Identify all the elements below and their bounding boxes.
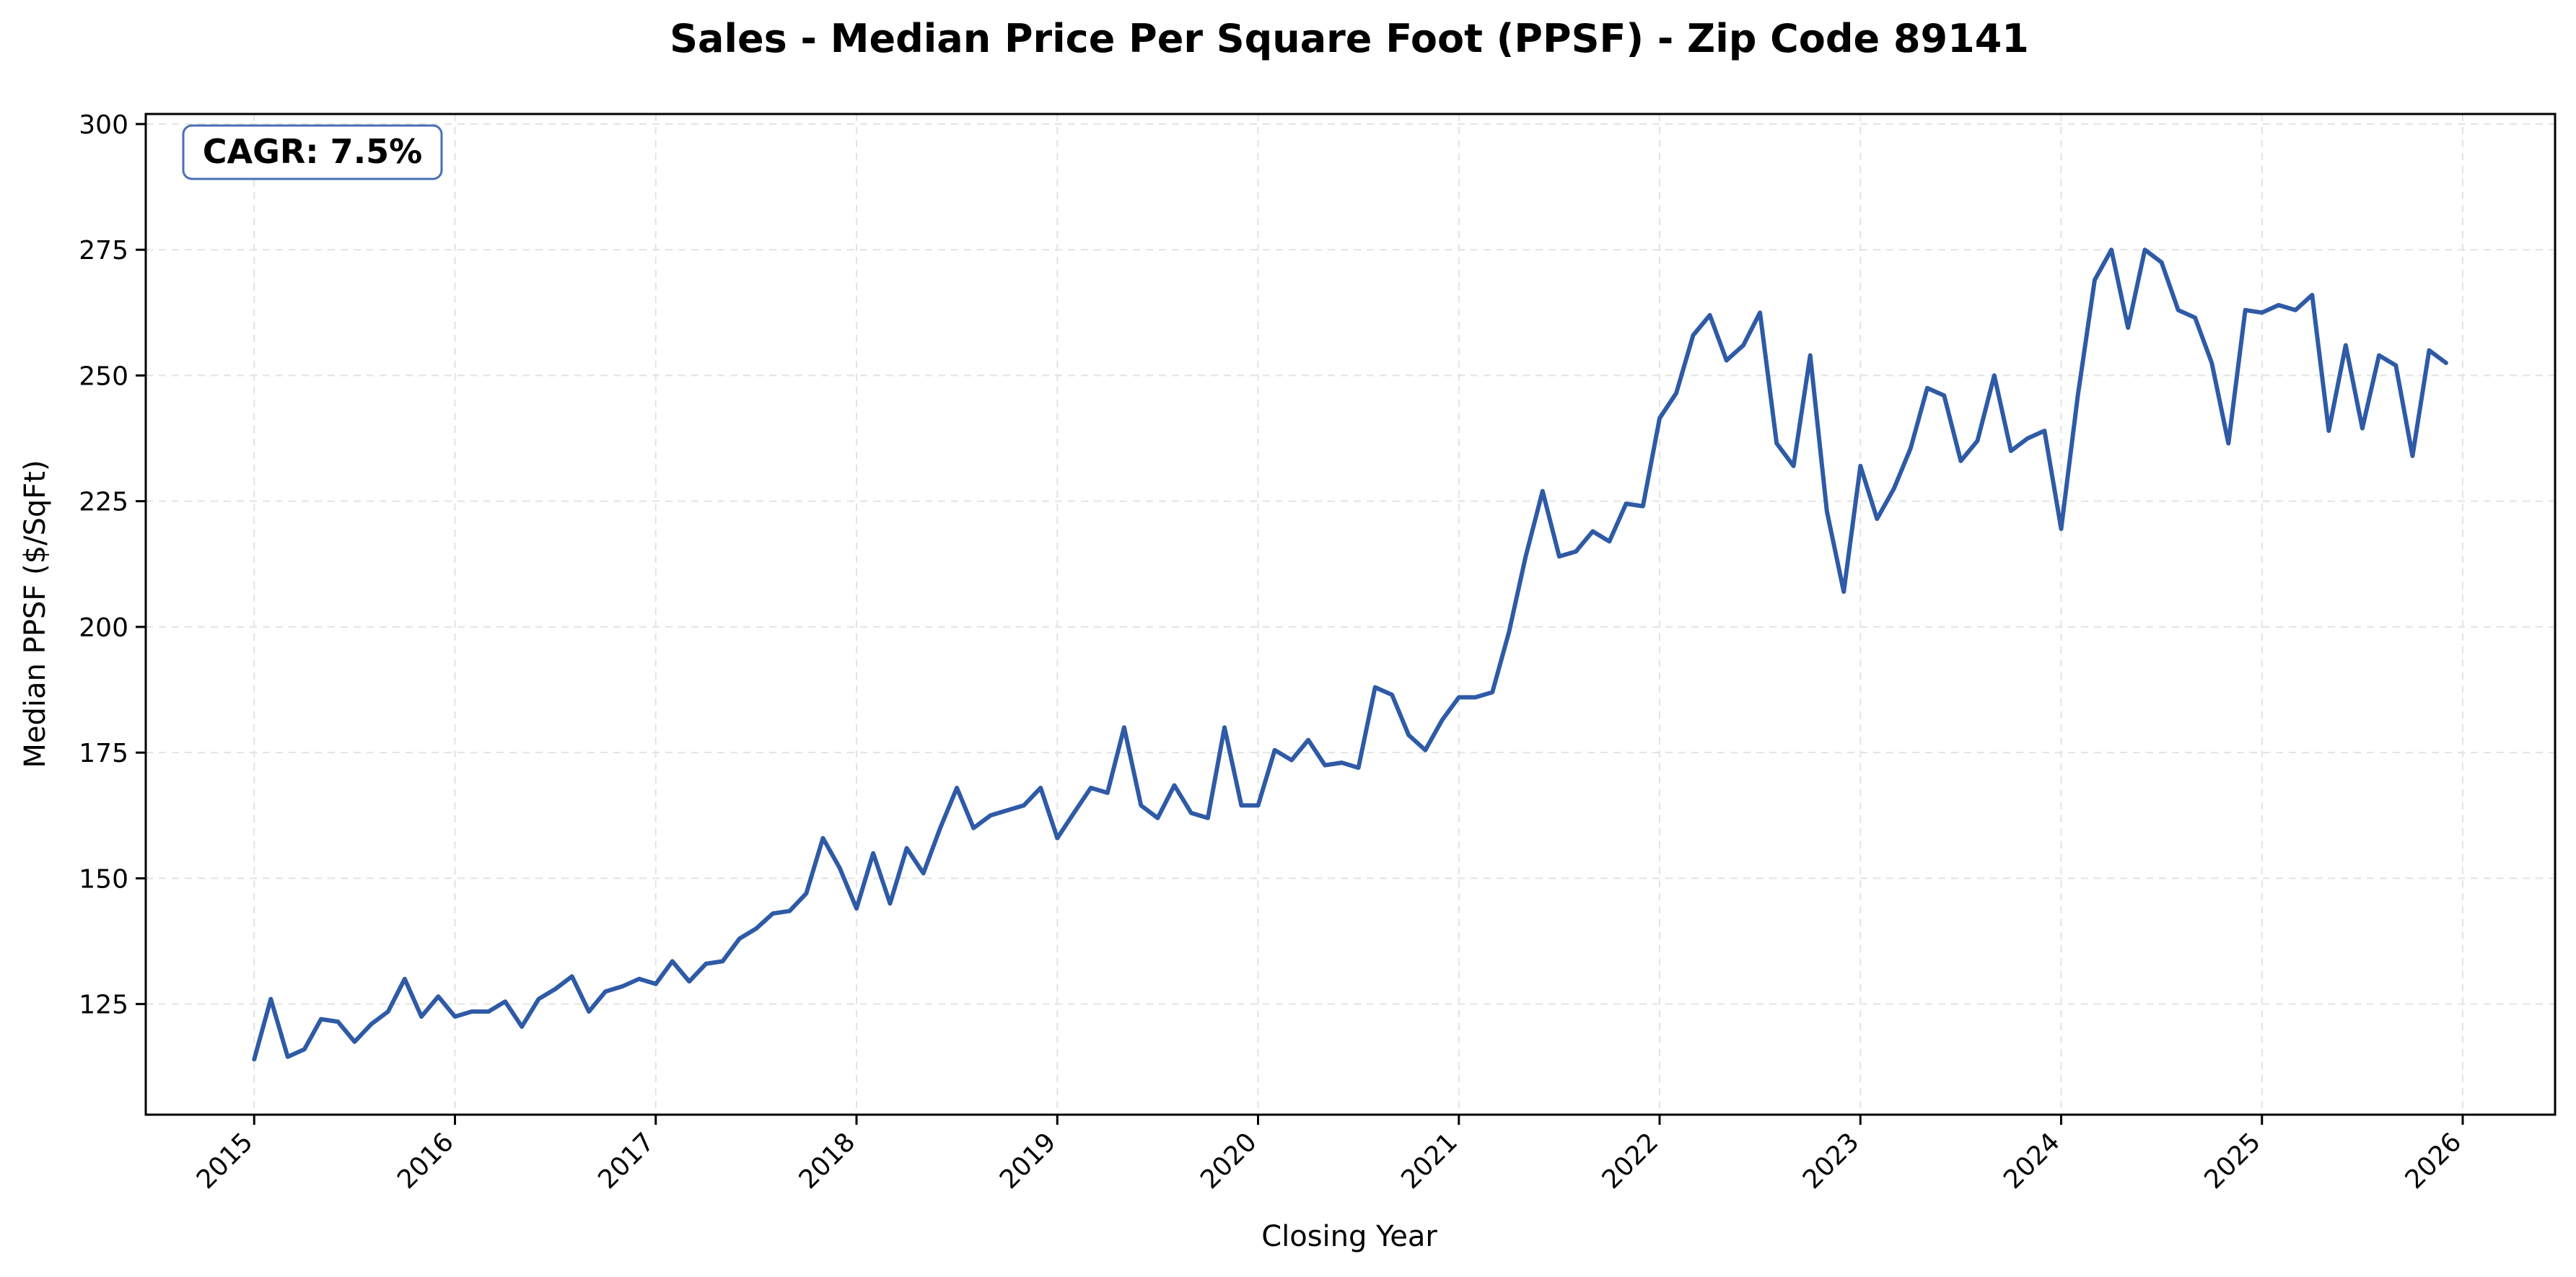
y-tick-label: 225 <box>79 488 128 517</box>
grid-lines <box>146 114 2555 1115</box>
x-tick-label: 2018 <box>794 1127 862 1195</box>
y-tick-label: 275 <box>79 236 128 266</box>
x-tick-label: 2015 <box>191 1127 259 1195</box>
x-axis-label: Closing Year <box>1261 1220 1437 1253</box>
cagr-label: CAGR: 7.5% <box>203 132 423 171</box>
y-tick-label: 300 <box>79 110 128 140</box>
x-tick-label: 2017 <box>592 1127 660 1195</box>
y-axis-label: Median PPSF ($/SqFt) <box>19 460 52 768</box>
x-tick-label: 2026 <box>2400 1127 2468 1195</box>
plot-frame <box>144 113 2557 1116</box>
x-axis: 2015 2016 2017 2018 2019 2020 2021 2022 2023 2024… <box>191 1115 2468 1195</box>
y-axis: 125 150 175 200 225 250 275 300 <box>79 110 146 1020</box>
chart-title: Sales - Median Price Per Square Foot (PP… <box>670 16 2029 61</box>
cagr-box <box>182 124 443 180</box>
y-tick-label: 125 <box>79 991 128 1020</box>
y-tick-label: 250 <box>79 361 128 391</box>
y-tick-label: 200 <box>79 613 128 643</box>
cagr-annotation: CAGR: 7.5% <box>182 124 443 180</box>
x-tick-label: 2021 <box>1396 1127 1463 1195</box>
x-tick-label: 2025 <box>2199 1127 2266 1195</box>
y-tick-label: 150 <box>79 864 128 894</box>
x-tick-label: 2022 <box>1597 1127 1665 1195</box>
x-tick-label: 2016 <box>392 1127 460 1195</box>
x-tick-label: 2019 <box>994 1127 1062 1195</box>
x-tick-label: 2020 <box>1195 1127 1263 1195</box>
y-tick-label: 175 <box>79 739 128 768</box>
series-line <box>252 247 2448 1062</box>
x-tick-label: 2024 <box>1998 1127 2066 1195</box>
series-layer <box>252 247 2448 1062</box>
x-tick-label: 2023 <box>1797 1127 1865 1195</box>
